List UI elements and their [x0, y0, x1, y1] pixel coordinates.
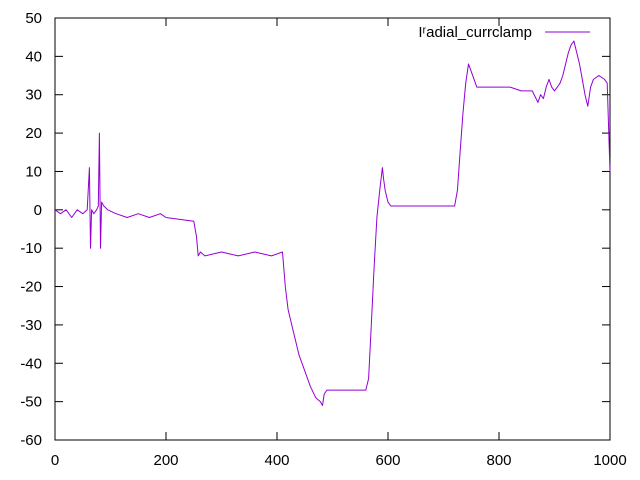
- x-tick-label: 1000: [593, 452, 626, 469]
- legend-entry-label: Iʳadial_currclamp: [418, 24, 532, 41]
- y-tick-label: 30: [25, 87, 42, 104]
- y-tick-label: 50: [25, 10, 42, 27]
- y-tick-label: -40: [20, 355, 42, 372]
- series-layer: [54, 40, 611, 406]
- x-tick-label: 400: [264, 452, 289, 469]
- x-axis-ticks: 0 200 400 600 800 1000: [51, 18, 627, 469]
- plot-frame: [54, 17, 611, 441]
- y-tick-label: 0: [34, 202, 42, 219]
- y-tick-label: 40: [25, 48, 42, 65]
- y-tick-label: -60: [20, 432, 42, 449]
- series-line: [54, 40, 611, 406]
- y-tick-label: -20: [20, 279, 42, 296]
- x-tick-label: 600: [375, 452, 400, 469]
- y-tick-label: 10: [25, 163, 42, 180]
- y-tick-label: -50: [20, 394, 42, 411]
- y-tick-label: 20: [25, 125, 42, 142]
- y-axis-ticks: -60 -50 -40 -30 -20 -10 0 10 20 30 40 50: [20, 10, 610, 449]
- x-tick-label: 800: [486, 452, 511, 469]
- x-tick-label: 200: [153, 452, 178, 469]
- legend: Iʳadial_currclamp: [418, 24, 590, 41]
- y-tick-label: -30: [20, 317, 42, 334]
- y-tick-label: -10: [20, 240, 42, 257]
- x-tick-label: 0: [51, 452, 59, 469]
